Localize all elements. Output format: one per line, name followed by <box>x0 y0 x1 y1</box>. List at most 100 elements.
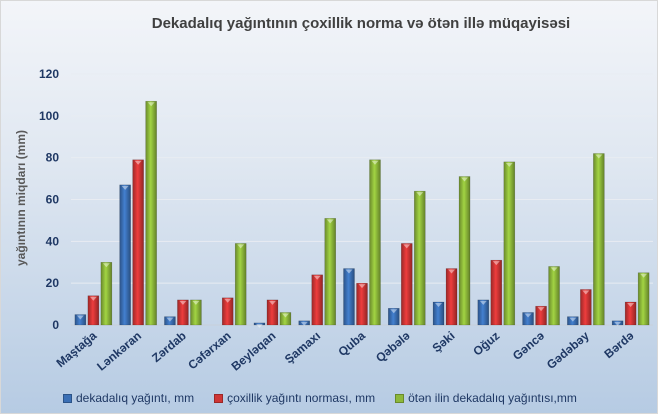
bar-cap <box>358 284 366 289</box>
bar-cap <box>461 177 469 182</box>
x-tick-label: Oğuz <box>470 329 502 359</box>
bar-cap <box>524 313 532 318</box>
legend-swatch <box>395 393 405 403</box>
bar-3 <box>324 218 336 326</box>
bar-2 <box>401 243 413 326</box>
bar-cap <box>134 160 142 165</box>
bar-cap <box>237 244 245 249</box>
bar-3 <box>190 299 202 326</box>
bar-cap <box>390 309 398 314</box>
bar-3 <box>548 266 560 326</box>
bar-2 <box>445 268 458 326</box>
bar-1 <box>432 301 445 326</box>
y-tick-label: 60 <box>46 193 60 207</box>
y-tick-label: 40 <box>46 234 60 248</box>
bar-cap <box>300 321 308 326</box>
bar-cap <box>166 317 174 322</box>
bar-cap <box>102 263 110 268</box>
x-tick-label: Cəfərxan <box>185 329 233 373</box>
x-tick-label: Maştağa <box>54 328 100 370</box>
y-tick-label: 20 <box>46 276 60 290</box>
chart-title: Dekadalıq yağıntının çoxillik norma və ö… <box>151 15 571 32</box>
y-tick-label: 120 <box>39 67 59 81</box>
x-tick-label: Lənkəran <box>94 329 144 374</box>
bar-2 <box>580 289 592 326</box>
bar-cap <box>147 102 155 107</box>
bar-cap <box>192 300 200 305</box>
bar-3 <box>369 159 381 326</box>
bar-cap <box>121 185 129 190</box>
bar-1 <box>164 316 176 326</box>
bar-cap <box>492 261 500 266</box>
bar-cap <box>479 300 487 305</box>
bar-3 <box>458 176 471 326</box>
legend-item: çoxillik yağıntı norması, mm <box>214 391 375 405</box>
x-tick-label: Beyləqan <box>229 329 279 374</box>
legend-label: dekadalıq yağıntı, mm <box>76 391 195 405</box>
x-tick-label: Bərdə <box>601 328 636 361</box>
y-tick-label: 0 <box>52 318 59 332</box>
x-tick-label: Şəki <box>430 329 458 356</box>
bar-3 <box>593 153 605 326</box>
bar-2 <box>87 295 100 326</box>
legend-swatch <box>63 393 72 403</box>
bar-cap <box>550 267 558 272</box>
bar-cap <box>89 296 97 301</box>
bar-2 <box>266 299 279 326</box>
bar-cap <box>448 269 456 274</box>
bar-1 <box>74 314 87 326</box>
bar-cap <box>403 244 411 249</box>
bar-cap <box>313 275 321 280</box>
bar-cap <box>537 307 545 312</box>
bar-1 <box>253 322 266 326</box>
bar-cap <box>76 315 84 320</box>
bar-2 <box>356 282 368 326</box>
bar-cap <box>179 300 187 305</box>
bar-1 <box>477 299 490 326</box>
bar-cap <box>614 321 622 326</box>
bar-1 <box>119 184 131 326</box>
bar-2 <box>624 301 637 326</box>
bar-3 <box>234 243 247 326</box>
bar-3 <box>503 161 516 326</box>
bar-3 <box>414 190 426 326</box>
bar-cap <box>224 298 232 303</box>
legend-label: çoxillik yağıntı norması, mm <box>227 391 376 405</box>
y-tick-label: 80 <box>46 151 60 165</box>
bar-3 <box>100 262 113 326</box>
legend-label: ötən ilin dekadalıq yağıntısı,mm <box>408 391 577 405</box>
bar-2 <box>177 299 189 326</box>
bar-cap <box>255 323 263 328</box>
bar-1 <box>298 320 310 326</box>
bar-1 <box>522 312 534 326</box>
bar-1 <box>343 268 355 326</box>
bar-cap <box>345 269 353 274</box>
bar-cap <box>595 154 603 159</box>
legend-swatch <box>214 393 224 403</box>
x-tick-label: Qəbələ <box>373 328 413 365</box>
bar-1 <box>567 316 579 326</box>
bar-cap <box>281 313 289 318</box>
bar-2 <box>132 159 144 326</box>
bar-cap <box>582 290 590 295</box>
y-tick-label: 100 <box>39 109 59 123</box>
bar-cap <box>569 317 577 322</box>
bar-cap <box>371 160 379 165</box>
bar-cap <box>627 302 635 307</box>
bar-cap <box>505 162 513 167</box>
bar-2 <box>311 274 323 326</box>
legend: dekadalıq yağıntı, mm çoxillik yağıntı no… <box>63 391 577 405</box>
bar-cap <box>326 219 334 224</box>
bar-3 <box>637 272 650 326</box>
legend-item: dekadalıq yağıntı, mm <box>63 391 194 405</box>
bar-1 <box>611 320 624 326</box>
bar-cap <box>640 273 648 278</box>
bar-cap <box>268 300 276 305</box>
x-tick-label: Şamaxı <box>282 329 323 367</box>
x-tick-label: Gədəbəy <box>544 328 592 372</box>
bar-2 <box>490 259 503 326</box>
x-tick-label: Gəncə <box>510 328 547 363</box>
x-tick-label: Quba <box>335 328 368 359</box>
